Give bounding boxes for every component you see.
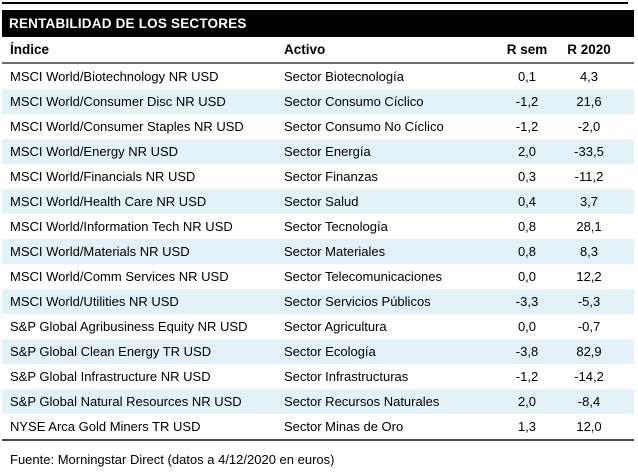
cell-indice: MSCI World/Energy NR USD: [10, 144, 179, 159]
table-row: S&P Global Infrastructure NR USD Sector …: [2, 364, 634, 389]
cell-r-sem: -3,3: [515, 294, 539, 309]
cell-activo: Sector Servicios Públicos: [284, 294, 431, 309]
table-row: MSCI World/Financials NR USD Sector Fina…: [2, 164, 634, 189]
cell-indice: S&P Global Infrastructure NR USD: [10, 369, 211, 384]
table-row: NYSE Arca Gold Miners TR USD Sector Mina…: [2, 414, 634, 439]
cell-r-2020: 12,0: [576, 419, 602, 434]
top-border-line: [2, 2, 628, 4]
cell-indice: MSCI World/Consumer Disc NR USD: [10, 94, 226, 109]
cell-indice: NYSE Arca Gold Miners TR USD: [10, 419, 201, 434]
table-row: MSCI World/Materials NR USD Sector Mater…: [2, 239, 634, 264]
cell-r-2020: -11,2: [574, 169, 604, 184]
cell-r-2020: 28,1: [576, 219, 602, 234]
cell-r-sem: -1,2: [515, 119, 539, 134]
cell-r-sem: 1,3: [517, 419, 537, 434]
table-row: MSCI World/Consumer Staples NR USD Secto…: [2, 114, 634, 139]
cell-r-sem: 0,0: [517, 269, 537, 284]
col-header-indice: Índice: [10, 42, 50, 57]
table-row: S&P Global Clean Energy TR USD Sector Ec…: [2, 339, 634, 364]
cell-indice: S&P Global Natural Resources NR USD: [10, 394, 242, 409]
cell-r-2020: -33,5: [574, 144, 604, 159]
cell-r-2020: -5,3: [577, 294, 601, 309]
col-header-r-2020: R 2020: [567, 42, 611, 57]
cell-indice: MSCI World/Health Care NR USD: [10, 194, 207, 209]
table-title: RENTABILIDAD DE LOS SECTORES: [9, 16, 247, 31]
cell-activo: Sector Agricultura: [284, 319, 387, 334]
cell-indice: S&P Global Agribusiness Equity NR USD: [10, 319, 248, 334]
cell-activo: Sector Consumo No Cíclico: [284, 119, 444, 134]
cell-activo: Sector Minas de Oro: [284, 419, 404, 434]
cell-activo: Sector Infrastructuras: [284, 369, 409, 384]
cell-activo: Sector Consumo Cíclico: [284, 94, 424, 109]
cell-indice: MSCI World/Materials NR USD: [10, 244, 190, 259]
cell-r-2020: 3,7: [579, 194, 599, 209]
cell-r-sem: -3,8: [515, 344, 539, 359]
cell-r-2020: -0,7: [577, 319, 601, 334]
footer-border-line: [2, 439, 634, 441]
cell-r-sem: 0,4: [517, 194, 537, 209]
cell-activo: Sector Salud: [284, 194, 359, 209]
table-row: MSCI World/Energy NR USD Sector Energía …: [2, 139, 634, 164]
cell-r-2020: 82,9: [576, 344, 602, 359]
cell-r-2020: 12,2: [576, 269, 602, 284]
cell-r-sem: 2,0: [517, 144, 537, 159]
cell-indice: MSCI World/Comm Services NR USD: [10, 269, 229, 284]
cell-indice: MSCI World/Biotechnology NR USD: [10, 69, 219, 84]
cell-activo: Sector Biotecnología: [284, 69, 404, 84]
cell-activo: Sector Finanzas: [284, 169, 378, 184]
column-header-row: Índice Activo R sem R 2020: [2, 37, 634, 64]
cell-indice: MSCI World/Financials NR USD: [10, 169, 196, 184]
cell-r-2020: 8,3: [579, 244, 599, 259]
cell-activo: Sector Tecnología: [284, 219, 388, 234]
col-header-activo: Activo: [284, 42, 326, 57]
cell-r-2020: -14,2: [574, 369, 604, 384]
cell-activo: Sector Ecología: [284, 344, 376, 359]
cell-r-2020: -8,4: [577, 394, 601, 409]
cell-activo: Sector Telecomunicaciones: [284, 269, 443, 284]
cell-r-sem: 0,0: [517, 319, 537, 334]
table-row: MSCI World/Utilities NR USD Sector Servi…: [2, 289, 634, 314]
table-body: MSCI World/Biotechnology NR USD Sector B…: [2, 64, 634, 439]
cell-indice: MSCI World/Consumer Staples NR USD: [10, 119, 244, 134]
col-header-r-sem: R sem: [506, 42, 548, 57]
cell-r-2020: -2,0: [577, 119, 601, 134]
cell-activo: Sector Recursos Naturales: [284, 394, 440, 409]
table-row: MSCI World/Biotechnology NR USD Sector B…: [2, 64, 634, 89]
source-note: Fuente: Morningstar Direct (datos a 4/12…: [10, 452, 335, 467]
cell-r-2020: 21,6: [576, 94, 602, 109]
table-row: MSCI World/Information Tech NR USD Secto…: [2, 214, 634, 239]
table-row: MSCI World/Consumer Disc NR USD Sector C…: [2, 89, 634, 114]
table-title-bar: RENTABILIDAD DE LOS SECTORES: [2, 10, 634, 37]
cell-r-sem: 0,1: [517, 69, 537, 84]
cell-r-sem: 2,0: [517, 394, 537, 409]
cell-activo: Sector Energía: [284, 144, 371, 159]
cell-r-sem: 0,8: [517, 244, 537, 259]
table-row: S&P Global Agribusiness Equity NR USD Se…: [2, 314, 634, 339]
cell-activo: Sector Materiales: [284, 244, 386, 259]
table-row: MSCI World/Comm Services NR USD Sector T…: [2, 264, 634, 289]
cell-indice: MSCI World/Utilities NR USD: [10, 294, 179, 309]
table-row: MSCI World/Health Care NR USD Sector Sal…: [2, 189, 634, 214]
table-row: S&P Global Natural Resources NR USD Sect…: [2, 389, 634, 414]
cell-r-2020: 4,3: [579, 69, 599, 84]
cell-r-sem: 0,8: [517, 219, 537, 234]
cell-r-sem: 0,3: [517, 169, 537, 184]
cell-indice: S&P Global Clean Energy TR USD: [10, 344, 212, 359]
cell-r-sem: -1,2: [515, 94, 539, 109]
cell-r-sem: -1,2: [515, 369, 539, 384]
sector-returns-table: RENTABILIDAD DE LOS SECTORES Índice Acti…: [2, 2, 634, 467]
cell-indice: MSCI World/Information Tech NR USD: [10, 219, 233, 234]
